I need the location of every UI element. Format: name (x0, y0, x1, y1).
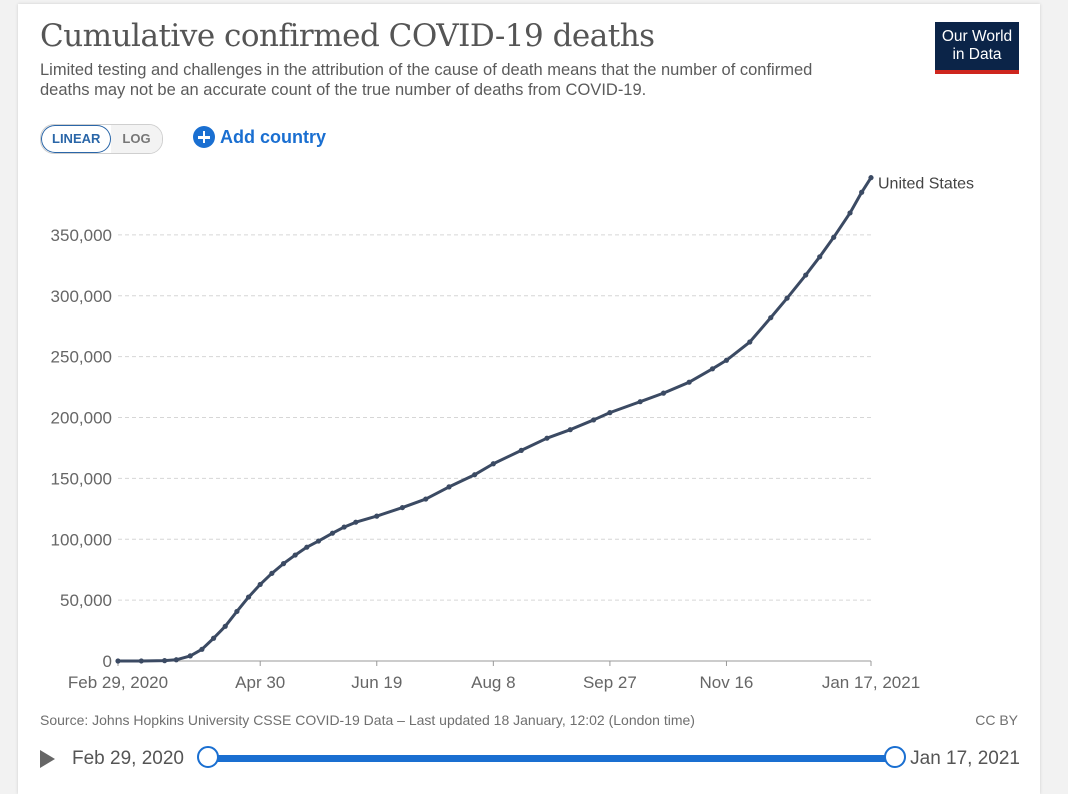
x-tick-label: Nov 16 (700, 673, 754, 692)
data-point (187, 653, 193, 659)
data-point (803, 272, 809, 278)
play-icon[interactable] (40, 750, 55, 768)
data-point (660, 390, 667, 396)
data-point (590, 417, 597, 423)
data-point (607, 410, 613, 416)
data-point (747, 339, 753, 345)
series-label: United States (878, 176, 974, 193)
y-tick-label: 200,000 (51, 409, 112, 428)
data-point (245, 594, 252, 600)
add-country-button[interactable]: Add country (193, 126, 326, 148)
y-tick-label: 300,000 (51, 287, 112, 306)
chart-subtitle: Limited testing and challenges in the at… (40, 61, 813, 99)
data-point (637, 399, 643, 405)
data-point (292, 552, 298, 558)
scale-toggle: LINEAR LOG (40, 124, 163, 154)
x-tick-label: Aug 8 (471, 673, 515, 692)
data-point (768, 315, 774, 321)
y-tick-label: 250,000 (51, 348, 112, 367)
data-point (173, 657, 179, 663)
license-link[interactable]: CC BY (975, 712, 1018, 728)
x-tick-label: Feb 29, 2020 (68, 673, 168, 692)
timeline-track[interactable] (210, 755, 896, 762)
y-tick-label: 0 (103, 652, 112, 671)
logo-line-2: in Data (952, 46, 1002, 63)
gridlines (118, 234, 871, 601)
data-point (518, 447, 524, 453)
data-point (831, 234, 837, 240)
data-point (423, 496, 429, 502)
x-axis: Feb 29, 2020 Apr 30 Jun 19 Aug 8 Sep 27 Nov 1… (68, 660, 920, 692)
data-point (341, 524, 347, 530)
series-layer: United States (115, 175, 974, 664)
timeline-end-handle[interactable] (884, 746, 906, 768)
plus-circle-icon (193, 126, 215, 148)
timeline-start-handle[interactable] (197, 746, 219, 768)
data-point (315, 538, 322, 544)
linear-scale-button[interactable]: LINEAR (41, 125, 112, 153)
data-point (280, 561, 287, 567)
timeline-end-label: Jan 17, 2021 (910, 748, 1020, 769)
data-point (269, 570, 275, 576)
data-point (222, 623, 228, 629)
x-tick-label: Apr 30 (235, 673, 285, 692)
data-point (304, 544, 310, 550)
data-point (723, 357, 730, 363)
data-point (234, 608, 240, 615)
data-point (868, 175, 874, 181)
timeline-start-label: Feb 29, 2020 (72, 748, 184, 769)
log-scale-button[interactable]: LOG (111, 125, 162, 153)
data-point (374, 513, 380, 519)
data-point (567, 427, 573, 433)
data-point (257, 581, 263, 588)
chart-card: Cumulative confirmed COVID-19 deaths Lim… (18, 4, 1040, 794)
data-point (490, 461, 496, 467)
data-point (210, 635, 217, 641)
series-line (116, 176, 873, 663)
data-point (544, 435, 550, 441)
data-point (199, 646, 205, 652)
y-tick-label: 100,000 (51, 530, 112, 549)
data-point (399, 504, 406, 511)
x-tick-label: Jan 17, 2021 (822, 673, 920, 692)
data-point (686, 379, 692, 385)
source-note: Source: Johns Hopkins University CSSE CO… (40, 712, 695, 728)
y-axis-ticks: 0 50,000 100,000 150,000 200,000 250,000 300,0… (51, 226, 112, 671)
data-point (784, 295, 790, 301)
data-point (353, 519, 359, 525)
data-point (817, 254, 823, 260)
y-tick-label: 150,000 (51, 469, 112, 488)
data-point (138, 658, 144, 664)
data-point (847, 210, 853, 216)
data-point (709, 366, 716, 372)
data-point (329, 530, 336, 536)
x-tick-label: Jun 19 (351, 673, 402, 692)
add-country-label: Add country (220, 126, 326, 147)
data-point (859, 189, 865, 195)
owid-logo[interactable]: Our World in Data (935, 22, 1019, 74)
data-point (472, 472, 478, 478)
chart-title: Cumulative confirmed COVID-19 deaths (40, 18, 655, 54)
y-tick-label: 350,000 (51, 226, 112, 245)
timeline: Feb 29, 2020 Jan 17, 2021 (40, 742, 1020, 776)
logo-line-1: Our World (941, 28, 1013, 45)
x-tick-label: Sep 27 (583, 673, 637, 692)
data-point (115, 658, 121, 664)
y-tick-label: 50,000 (60, 591, 112, 610)
data-point (162, 658, 168, 664)
line-chart: 0 50,000 100,000 150,000 200,000 250,000 300,0… (51, 175, 974, 692)
data-point (446, 484, 452, 490)
